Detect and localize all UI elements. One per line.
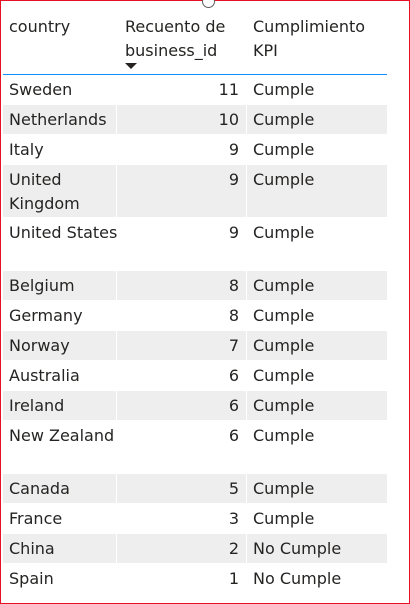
cell-kpi-status: Cumple [253,170,315,189]
column-separator [116,474,117,503]
cell-kpi-status: Cumple [253,276,315,295]
table-row[interactable]: Germany 8 Cumple [3,301,387,331]
table-row[interactable]: Norway 7 Cumple [3,331,387,361]
cell-kpi-status: Cumple [253,396,315,415]
cell-kpi-status: Cumple [253,426,315,445]
table-row[interactable]: Australia 6 Cumple [3,361,387,391]
table-row[interactable]: New Zealand 6 Cumple [3,421,387,474]
cell-business-count: 3 [228,509,239,528]
cell-business-count: 8 [228,276,239,295]
table-row[interactable]: Belgium 8 Cumple [3,271,387,301]
cell-kpi-status: Cumple [253,479,315,498]
cell-business-count: 5 [228,479,239,498]
table-row[interactable]: Spain 1 No Cumple [3,564,387,594]
cell-business-count: 2 [228,539,239,558]
cell-country: Italy [9,140,44,159]
cell-business-count: 6 [228,396,239,415]
cell-kpi-status: Cumple [253,140,315,159]
cell-country: Spain [9,569,54,588]
column-separator [246,534,247,563]
column-separator [116,564,117,593]
cell-business-count: 9 [228,223,239,242]
cell-kpi-status: Cumple [253,509,315,528]
table-row[interactable]: United Kingdom 9 Cumple [3,165,387,218]
column-separator [116,504,117,533]
column-separator [116,135,117,164]
table-body: Sweden 11 Cumple Netherlands 10 Cumple Italy 9 C… [3,75,387,594]
cell-business-count: 10 [218,110,239,129]
cell-kpi-status: Cumple [253,366,315,385]
cell-country: Netherlands [9,110,107,129]
column-separator [246,361,247,390]
cell-kpi-status: Cumple [253,80,315,99]
column-separator [246,421,247,473]
table-row[interactable]: Ireland 6 Cumple [3,391,387,421]
column-separator [116,105,117,134]
cell-country: Belgium [9,276,75,295]
cell-business-count: 11 [218,80,239,99]
column-separator [246,218,247,270]
column-separator [246,564,247,593]
column-separator [246,135,247,164]
column-separator [116,218,117,270]
column-separator [116,331,117,360]
table-row[interactable]: Canada 5 Cumple [3,474,387,504]
column-separator [116,75,117,104]
column-separator [116,301,117,330]
cell-kpi-status: No Cumple [253,539,342,558]
cell-country: United States [9,223,118,242]
table-row[interactable]: Sweden 11 Cumple [3,75,387,105]
table-row[interactable]: Italy 9 Cumple [3,135,387,165]
cell-country: Germany [9,306,83,325]
cell-country: China [9,539,55,558]
column-separator [116,165,117,217]
column-separator [246,271,247,300]
column-separator [246,391,247,420]
cell-country: Australia [9,366,80,385]
table-row[interactable]: France 3 Cumple [3,504,387,534]
column-header-country[interactable]: country [9,17,71,36]
column-separator [116,391,117,420]
cell-kpi-status: Cumple [253,110,315,129]
cell-country: Sweden [9,80,73,99]
cell-kpi-status: Cumple [253,336,315,355]
cell-business-count: 9 [228,170,239,189]
cell-business-count: 1 [228,569,239,588]
cell-country: Norway [9,336,70,355]
column-separator [116,271,117,300]
sort-descending-icon[interactable] [125,63,137,69]
column-separator [246,331,247,360]
cell-kpi-status: No Cumple [253,569,342,588]
column-header-count[interactable]: Recuento de business_id [125,17,226,60]
cell-business-count: 8 [228,306,239,325]
column-header-kpi[interactable]: Cumplimiento KPI [253,17,366,60]
cell-kpi-status: Cumple [253,306,315,325]
table-header: country Recuento de business_id Cumplimi… [1,1,387,75]
cell-business-count: 6 [228,366,239,385]
cell-country: New Zealand [9,426,115,445]
column-separator [116,421,117,473]
header-divider [3,74,387,75]
column-separator [116,361,117,390]
table-row[interactable]: United States 9 Cumple [3,218,387,271]
cell-country: France [9,509,63,528]
cell-kpi-status: Cumple [253,223,315,242]
table-row[interactable]: Netherlands 10 Cumple [3,105,387,135]
column-separator [246,301,247,330]
column-separator [246,105,247,134]
column-separator [116,534,117,563]
cell-country: Ireland [9,396,65,415]
cell-country: Canada [9,479,70,498]
cell-business-count: 9 [228,140,239,159]
cell-business-count: 7 [228,336,239,355]
table-row[interactable]: China 2 No Cumple [3,534,387,564]
column-separator [246,165,247,217]
column-separator [246,474,247,503]
cell-country: United Kingdom [9,170,80,213]
column-separator [246,75,247,104]
column-separator [246,504,247,533]
cell-business-count: 6 [228,426,239,445]
resize-handle[interactable] [202,0,215,8]
